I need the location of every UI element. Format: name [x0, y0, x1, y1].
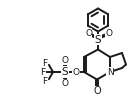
Text: O: O: [61, 56, 68, 65]
Text: S: S: [95, 34, 101, 44]
Text: O: O: [105, 28, 112, 38]
Text: F: F: [42, 58, 48, 68]
Text: O: O: [93, 86, 101, 96]
Text: S: S: [62, 67, 68, 77]
Text: N: N: [107, 68, 113, 76]
Text: F: F: [42, 76, 48, 85]
Text: O: O: [85, 28, 92, 38]
Text: O: O: [73, 68, 80, 76]
Text: F: F: [40, 68, 46, 76]
Text: O: O: [61, 79, 68, 88]
